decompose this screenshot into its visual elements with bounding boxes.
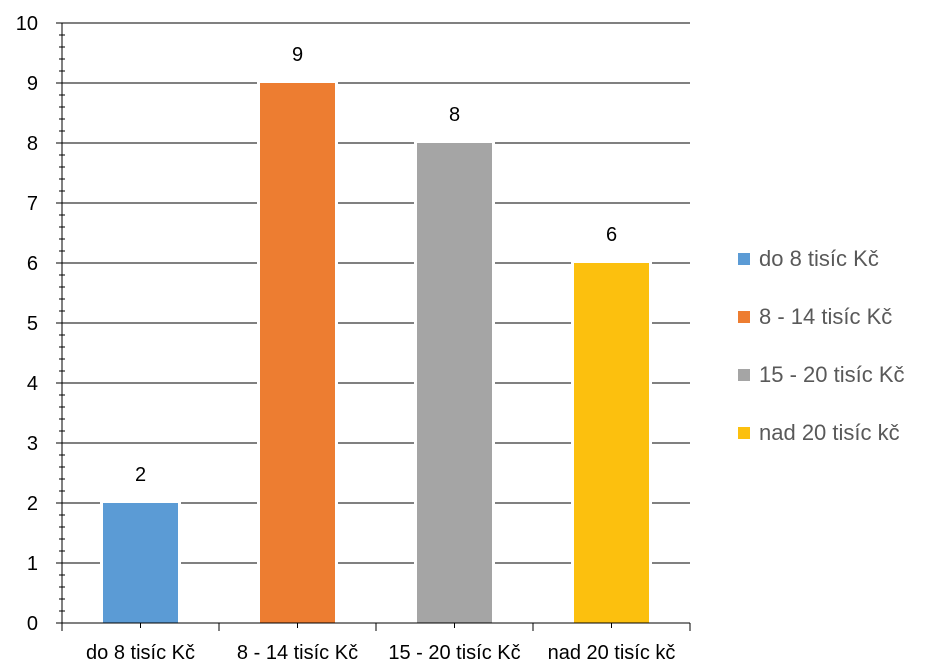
bar-2 [260,83,335,623]
y-tick-labels: 0 1 2 3 4 5 6 7 8 9 10 [16,13,38,635]
y-tick-label-4: 4 [27,373,38,395]
legend-label: 15 - 20 tisíc Kč [759,361,905,387]
x-tick-label-3: 15 - 20 tisíc Kč [388,642,520,664]
legend-swatch [738,368,750,381]
legend-swatch [738,426,750,439]
legend-item-2: 8 - 14 tisíc Kč [738,302,905,331]
y-tick-label-10: 10 [16,13,38,35]
y-axis-minor-ticks [56,22,65,624]
bar-4 [574,263,649,623]
y-tick-label-9: 9 [27,73,38,95]
y-tick-label-8: 8 [27,133,38,155]
y-tick-label-6: 6 [27,253,38,275]
legend-item-3: 15 - 20 tisíc Kč [738,360,905,389]
data-labels: 2 9 8 6 [135,44,617,486]
y-tick-label-2: 2 [27,493,38,515]
axes [61,23,691,631]
bar-3 [417,143,492,623]
y-tick-label-7: 7 [27,193,38,215]
legend-item-4: nad 20 tisíc kč [738,418,905,447]
y-tick-label-0: 0 [27,613,38,635]
x-tick-label-1: do 8 tisíc Kč [86,642,195,664]
legend-label: nad 20 tisíc kč [759,419,900,445]
y-tick-label-1: 1 [27,553,38,575]
legend-label: do 8 tisíc Kč [759,245,879,271]
legend-item-1: do 8 tisíc Kč [738,244,905,273]
x-tick-label-4: nad 20 tisíc kč [548,642,676,664]
y-tick-label-5: 5 [27,313,38,335]
data-label-2: 9 [292,44,303,66]
legend-swatch [738,252,750,265]
y-tick-label-3: 3 [27,433,38,455]
bar-1 [103,503,178,623]
x-tick-label-2: 8 - 14 tisíc Kč [237,642,358,664]
x-tick-labels: do 8 tisíc Kč 8 - 14 tisíc Kč 15 - 20 tisí… [86,642,675,664]
legend-swatch [738,310,750,323]
bars [100,82,652,623]
data-label-4: 6 [606,224,617,246]
data-label-3: 8 [449,104,460,126]
chart-legend: do 8 tisíc Kč 8 - 14 tisíc Kč 15 - 20 tisí… [738,244,905,476]
data-label-1: 2 [135,464,146,486]
legend-label: 8 - 14 tisíc Kč [759,303,893,329]
